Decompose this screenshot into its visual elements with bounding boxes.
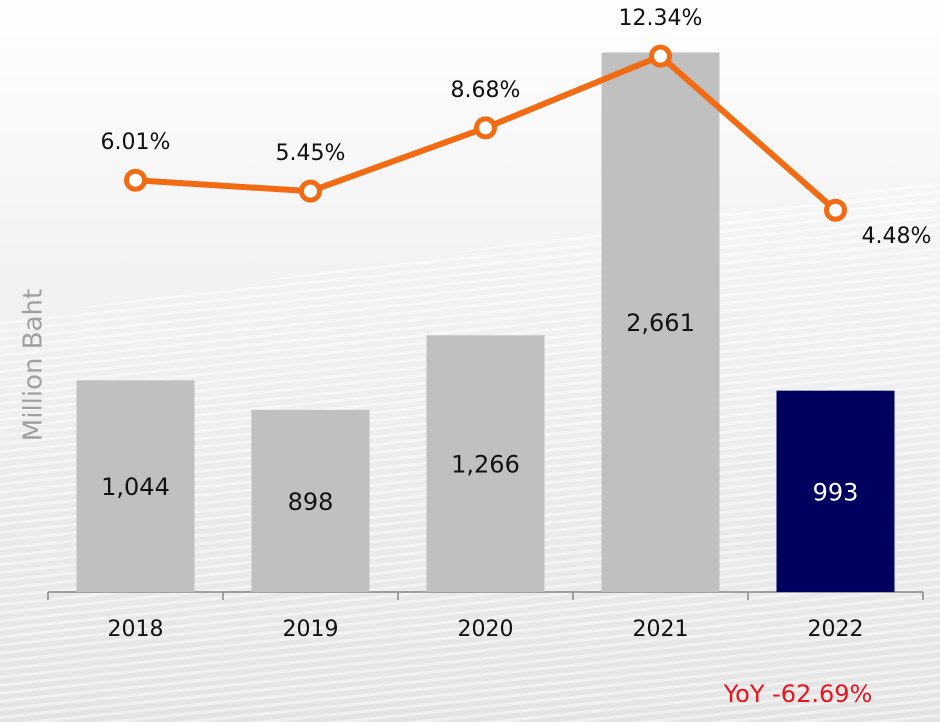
- bar: [601, 52, 720, 593]
- x-tick-label: 2018: [108, 617, 164, 642]
- bar: [251, 409, 370, 592]
- bar-value-label: 2,661: [626, 309, 695, 337]
- bar-value-label: 1,044: [101, 473, 170, 501]
- bar-value-label: 993: [813, 478, 859, 506]
- bar-value-label: 898: [288, 488, 334, 516]
- bar-value-label: 1,266: [451, 451, 520, 479]
- y-axis-label: Million Baht: [19, 289, 49, 441]
- line-marker: [299, 179, 322, 203]
- x-tick-label: 2019: [283, 617, 339, 642]
- line-value-label: 8.68%: [451, 78, 521, 103]
- line-marker: [474, 116, 497, 140]
- x-tick-label: 2020: [458, 617, 514, 642]
- line-marker: [824, 198, 847, 222]
- line-value-label: 12.34%: [619, 6, 703, 31]
- line-value-label: 5.45%: [276, 141, 346, 166]
- bar: [426, 335, 545, 592]
- line-value-label: 4.48%: [862, 224, 932, 249]
- line-value-label: 6.01%: [101, 130, 171, 155]
- bar: [776, 390, 895, 592]
- line-marker: [124, 168, 147, 192]
- x-tick-label: 2022: [808, 617, 864, 642]
- annotation: YoY -62.69%: [723, 680, 873, 708]
- bar: [76, 380, 195, 592]
- line-marker: [649, 44, 672, 68]
- x-tick-label: 2021: [633, 617, 689, 642]
